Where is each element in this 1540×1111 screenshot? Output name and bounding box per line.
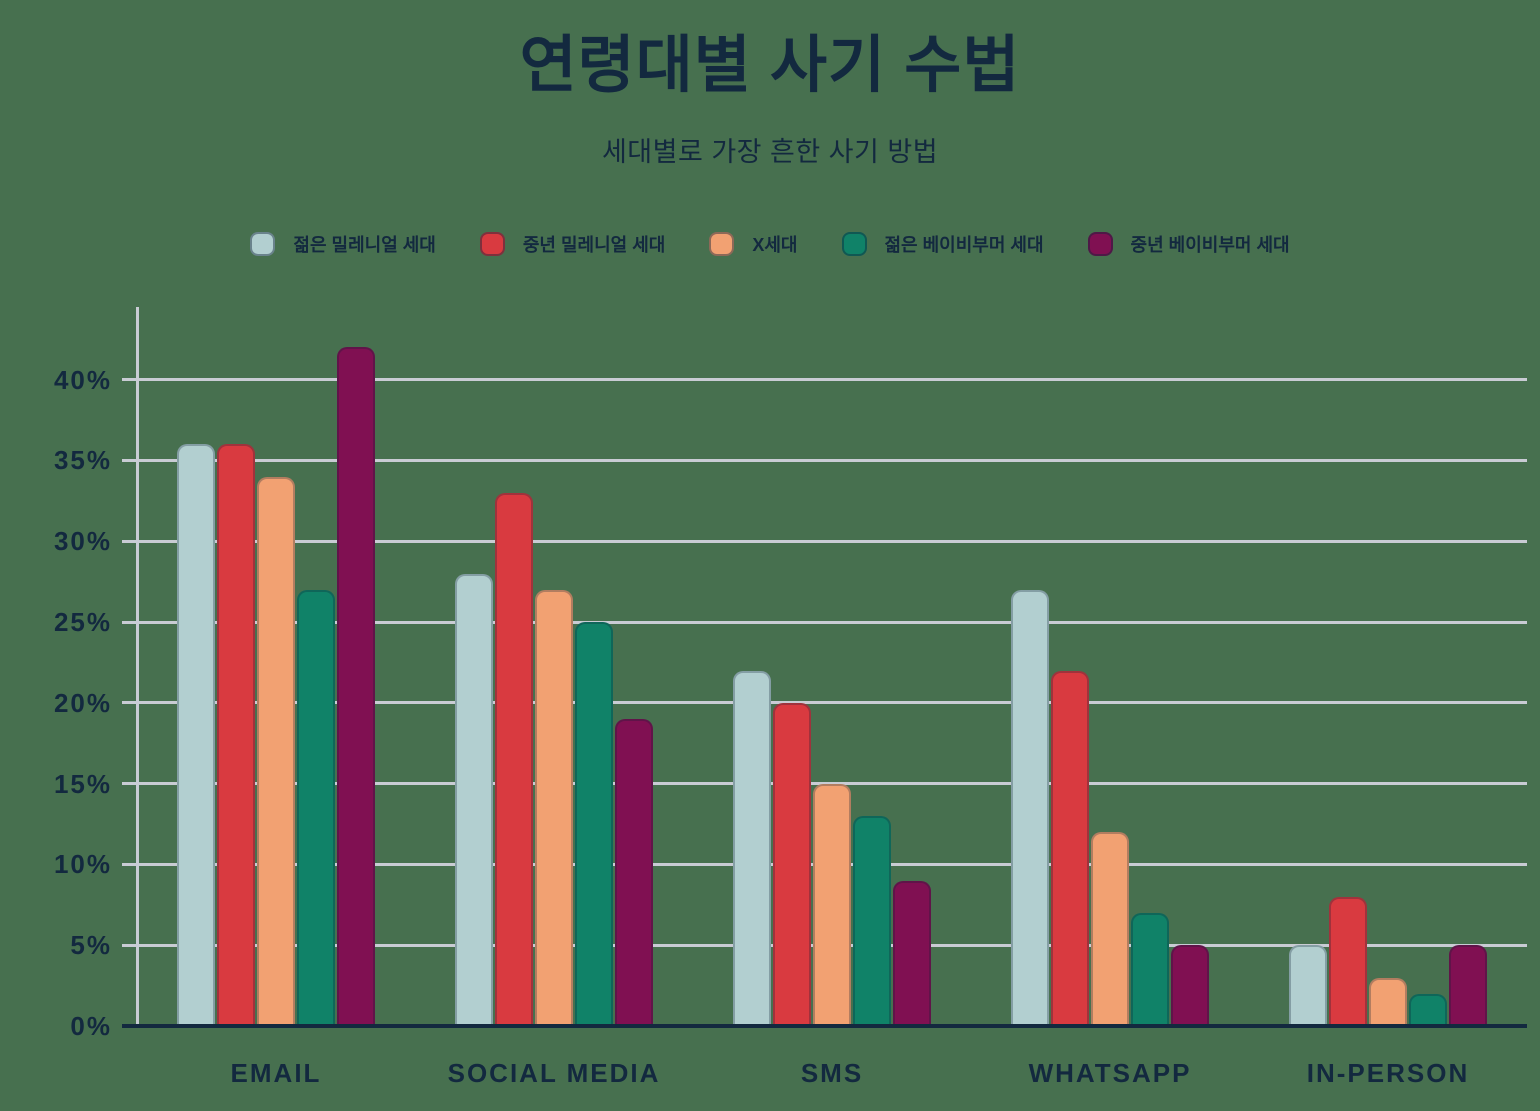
y-axis-label: 20% — [53, 687, 112, 718]
x-axis-label: IN-PERSON — [1306, 1058, 1470, 1088]
y-axis-label: 35% — [53, 445, 112, 476]
legend-label: 중년 밀레니얼 세대 — [522, 235, 666, 255]
bar — [1289, 945, 1327, 1026]
bar — [535, 589, 573, 1026]
y-axis-label: 25% — [53, 607, 112, 638]
legend-swatch — [479, 232, 505, 256]
gridline — [122, 459, 1527, 462]
legend-label: 중년 베이비부머 세대 — [1130, 235, 1290, 255]
legend-label: X세대 — [752, 235, 798, 255]
x-axis-label: SMS — [800, 1058, 864, 1088]
bar — [1091, 832, 1129, 1026]
bar — [575, 622, 613, 1026]
x-axis-label: SOCIAL MEDIA — [447, 1058, 661, 1088]
bar — [1329, 896, 1367, 1026]
y-axis-label: 0% — [70, 1011, 112, 1041]
bar-group — [971, 307, 1249, 1026]
bar-group — [1249, 307, 1527, 1026]
bar-group — [693, 307, 971, 1026]
legend-item: 젊은 밀레니얼 세대 — [250, 231, 436, 257]
legend-swatch — [250, 232, 276, 256]
gridline — [122, 539, 1527, 543]
legend-swatch — [709, 232, 735, 256]
bar — [1051, 670, 1089, 1026]
y-axis-label: 5% — [70, 930, 112, 961]
x-axis-line — [122, 1024, 1527, 1028]
gridline — [122, 701, 1527, 705]
y-axis-label: 10% — [53, 849, 112, 880]
y-axis-label: 30% — [53, 526, 112, 557]
chart-subtitle: 세대별로 가장 흔한 사기 방법 — [601, 137, 939, 167]
bar — [1011, 589, 1049, 1026]
bar — [1131, 912, 1169, 1026]
bar-group — [415, 307, 693, 1026]
x-axis-label: EMAIL — [230, 1058, 322, 1088]
legend-item: 중년 밀레니얼 세대 — [479, 231, 666, 257]
bar — [257, 476, 295, 1026]
bar — [495, 492, 533, 1026]
legend-swatch — [1087, 232, 1113, 256]
legend-swatch — [841, 232, 867, 256]
chart-title: 연령대별 사기 수법 — [519, 31, 1021, 100]
gridline — [122, 620, 1527, 624]
gridline — [122, 378, 1527, 382]
legend: 젊은 밀레니얼 세대 중년 밀레니얼 세대 X세대 젊은 베이비부머 세대 중년 베이비… — [0, 231, 1540, 257]
x-axis-label: WHATSAPP — [1028, 1058, 1192, 1088]
y-axis-label: 15% — [53, 768, 112, 799]
bar — [853, 815, 891, 1026]
bar — [217, 444, 255, 1026]
bar — [733, 670, 771, 1026]
bar — [1449, 945, 1487, 1026]
bar — [455, 573, 493, 1026]
legend-item: X세대 — [709, 231, 798, 257]
bar — [177, 444, 215, 1026]
legend-label: 젊은 밀레니얼 세대 — [293, 235, 436, 255]
bar — [615, 719, 653, 1026]
bar — [1409, 993, 1447, 1026]
y-axis-line — [136, 307, 139, 1026]
legend-item: 중년 베이비부머 세대 — [1087, 231, 1290, 257]
y-axis-label: 40% — [53, 364, 112, 395]
legend-item: 젊은 베이비부머 세대 — [841, 231, 1044, 257]
bar — [1369, 977, 1407, 1026]
bar — [297, 589, 335, 1026]
bar — [893, 880, 931, 1026]
legend-label: 젊은 베이비부머 세대 — [884, 235, 1044, 255]
bar — [773, 702, 811, 1026]
plot-area — [122, 307, 1527, 1028]
bar — [337, 347, 375, 1026]
bar-group — [137, 307, 415, 1026]
bar — [1171, 945, 1209, 1026]
bar — [813, 783, 851, 1026]
